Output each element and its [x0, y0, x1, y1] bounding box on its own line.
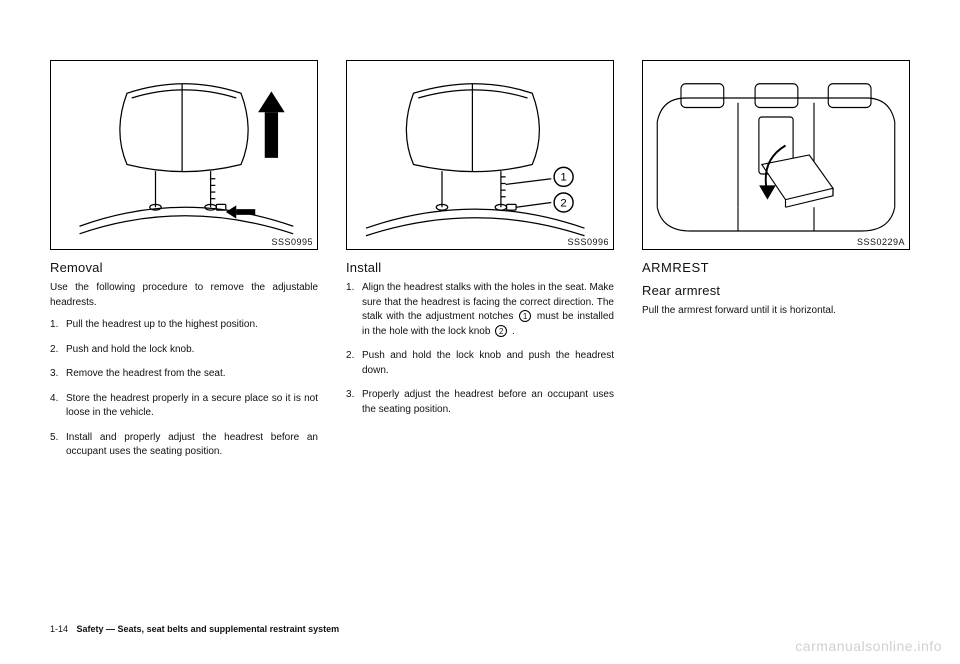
figure-armrest: SSS0229A — [642, 60, 910, 250]
svg-text:1: 1 — [560, 172, 566, 184]
headrest-install-svg: 1 2 — [347, 61, 613, 249]
callout-1-inline: 1 — [519, 310, 531, 322]
column-install: 1 2 SSS0996 Install Align the headrest s… — [346, 60, 614, 470]
removal-step: Install and properly adjust the headrest… — [50, 431, 318, 460]
install-step1-part-c: . — [509, 326, 515, 337]
figure-removal: SSS0995 — [50, 60, 318, 250]
column-armrest: SSS0229A ARMREST Rear armrest Pull the a… — [642, 60, 910, 470]
figure-label: SSS0229A — [857, 237, 905, 247]
install-step: Push and hold the lock knob and push the… — [346, 349, 614, 378]
headrest-removal-svg — [51, 61, 317, 249]
content-columns: SSS0995 Removal Use the following proced… — [50, 60, 910, 470]
callout-2-inline: 2 — [495, 325, 507, 337]
figure-label: SSS0996 — [567, 237, 609, 247]
footer-page-number: 1-14 — [50, 624, 68, 634]
heading-removal: Removal — [50, 260, 318, 275]
removal-step: Store the headrest properly in a secure … — [50, 392, 318, 421]
subheading-rear-armrest: Rear armrest — [642, 283, 910, 298]
install-steps: Align the headrest stalks with the holes… — [346, 281, 614, 417]
armrest-svg — [643, 61, 909, 249]
install-step: Properly adjust the headrest before an o… — [346, 388, 614, 417]
removal-steps: Pull the headrest up to the highest posi… — [50, 318, 318, 460]
footer-chapter: Safety — Seats, seat belts and supplemen… — [77, 624, 340, 634]
manual-page: SSS0995 Removal Use the following proced… — [0, 0, 960, 664]
column-removal: SSS0995 Removal Use the following proced… — [50, 60, 318, 470]
armrest-body: Pull the armrest forward until it is hor… — [642, 304, 910, 319]
page-footer: 1-14 Safety — Seats, seat belts and supp… — [50, 624, 339, 634]
install-step: Align the headrest stalks with the holes… — [346, 281, 614, 339]
heading-install: Install — [346, 260, 614, 275]
removal-step: Pull the headrest up to the highest posi… — [50, 318, 318, 333]
heading-armrest: ARMREST — [642, 260, 910, 275]
removal-step: Remove the headrest from the seat. — [50, 367, 318, 382]
removal-step: Push and hold the lock knob. — [50, 343, 318, 358]
figure-install: 1 2 SSS0996 — [346, 60, 614, 250]
watermark: carmanualsonline.info — [795, 638, 942, 654]
figure-label: SSS0995 — [271, 237, 313, 247]
svg-text:2: 2 — [560, 197, 566, 209]
removal-intro: Use the following procedure to remove th… — [50, 281, 318, 310]
